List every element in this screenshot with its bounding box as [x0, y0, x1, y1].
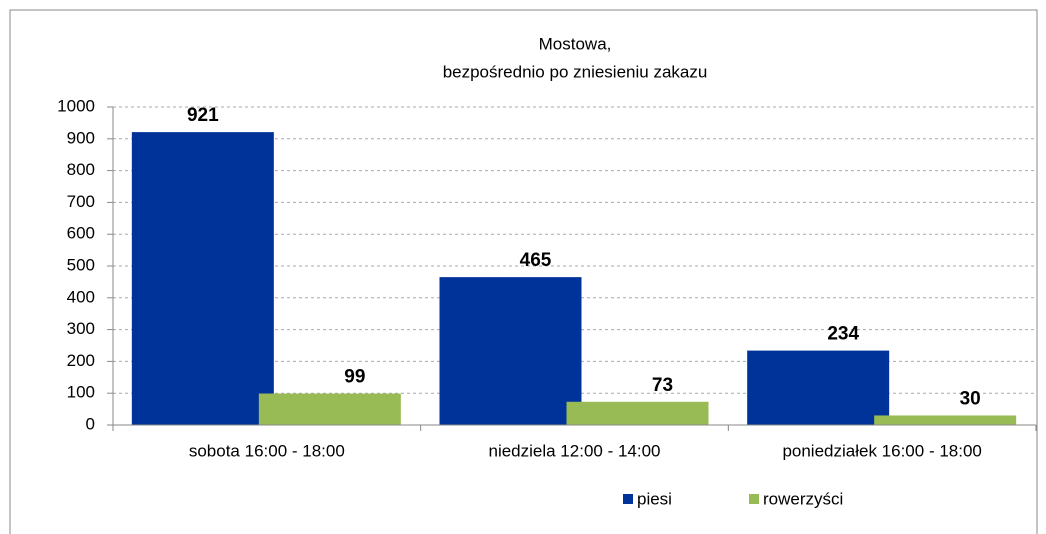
y-tick-label: 400	[67, 287, 95, 306]
value-label: 30	[960, 388, 981, 409]
legend-swatch	[623, 494, 633, 504]
bar	[439, 277, 582, 425]
bar	[747, 350, 890, 425]
y-tick-label: 800	[67, 160, 95, 179]
frame	[9, 9, 1038, 534]
legend-swatch	[749, 494, 759, 504]
y-tick-label: 900	[67, 128, 95, 147]
bar	[131, 132, 274, 425]
value-label: 73	[652, 375, 673, 396]
value-label: 921	[187, 105, 219, 126]
legend-label: piesi	[637, 489, 672, 508]
y-tick-label: 700	[67, 192, 95, 211]
x-tick-label: sobota 16:00 - 18:00	[189, 441, 345, 460]
y-tick-label: 0	[86, 414, 95, 433]
chart-title: bezpośrednio po zniesieniu zakazu	[443, 62, 708, 81]
value-label: 465	[520, 250, 552, 271]
y-tick-label: 1000	[57, 96, 95, 115]
chart-title: Mostowa,	[539, 34, 612, 53]
x-tick-label: poniedziałek 16:00 - 18:00	[782, 441, 981, 460]
value-label: 234	[827, 324, 859, 345]
bar	[566, 401, 709, 425]
y-tick-label: 300	[67, 319, 95, 338]
y-tick-label: 200	[67, 351, 95, 370]
x-tick-label: niedziela 12:00 - 14:00	[488, 441, 660, 460]
value-label: 99	[344, 367, 365, 388]
y-tick-label: 600	[67, 224, 95, 243]
bar	[258, 393, 401, 425]
y-tick-label: 500	[67, 255, 95, 274]
y-tick-label: 100	[67, 383, 95, 402]
legend-label: rowerzyści	[763, 489, 843, 508]
bar	[874, 415, 1017, 425]
